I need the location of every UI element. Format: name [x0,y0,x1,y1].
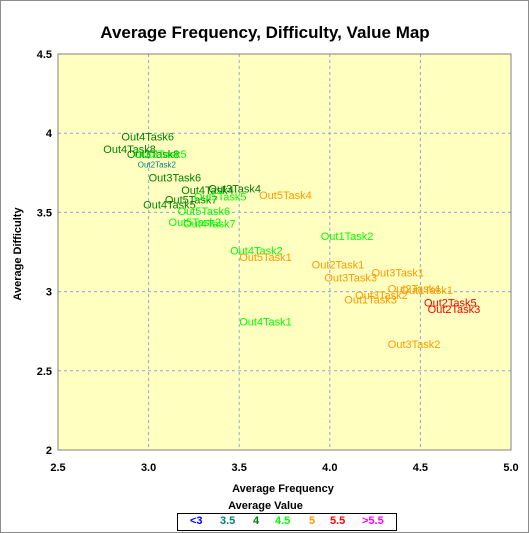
data-point-label: Out2Task4 [388,283,441,295]
data-point-label: Out3Task5 [134,149,187,161]
data-point-label: Out2Task3 [428,304,481,316]
data-point-label: Out1Task2 [321,231,374,243]
data-point-label: Out4Task1 [239,317,292,329]
data-point-label: Out4Task8 [103,144,156,156]
y-tick-label: 2.5 [37,366,52,378]
plot-area [58,54,511,450]
legend-item-4: 4 [253,515,260,527]
data-point-label: Out3Task1 [371,268,424,280]
data-point-label: Out2Task5 [424,298,477,310]
data-point-label: Out5Task7 [165,195,218,207]
data-point-label: Out2Task1 [312,260,365,272]
y-tick-label: 2 [46,445,52,457]
data-point-label: Out5Task1 [239,252,292,264]
data-point-label: Out3Task2 [355,290,408,302]
data-point-label: Out5Task6 [178,206,231,218]
data-point-label: Out3Task3 [324,272,377,284]
x-tick-label: 5.0 [503,462,518,474]
plot-border [57,53,512,451]
data-point-label: Out1Task1 [400,285,453,297]
y-tick-label: 4.5 [37,49,52,61]
x-tick-label: 3.0 [141,462,156,474]
x-tick-label: 4.5 [413,462,428,474]
y-axis-label: Average Difficulty [12,207,24,301]
legend: <3 3.5 4 4.5 5 5.5 >5.5 [177,513,397,531]
data-point-label: Out4Task7 [183,218,236,230]
data-point-label: Out3Task2 [388,339,441,351]
data-point-label: Out3Task6 [149,173,202,185]
legend-item-5-5: 5.5 [330,515,346,527]
data-point-label: Out4Task4 [181,185,234,197]
x-tick-label: 3.5 [232,462,247,474]
legend-item-lt3: <3 [190,515,203,527]
axis-ticks: 2.5 3.0 3.5 4.0 4.5 5.0 2 2.5 3 3.5 4 4.5 [37,49,519,474]
data-point-label: Out5Task4 [259,190,312,202]
data-point-label: Out3Task4 [208,184,261,196]
legend-item-4-5: 4.5 [275,515,291,527]
legend-item-3-5: 3.5 [220,515,236,527]
data-point-label: Out5Task5 [194,192,247,204]
data-point-label: Out3Task8 [127,149,180,161]
legend-item-gt5-5: >5.5 [362,515,384,527]
data-point-label: Out4Task2 [230,245,283,257]
y-tick-label: 3.5 [37,207,52,219]
data-point-label: Out1Task3 [344,295,397,307]
data-point-label: Out4Task5 [143,199,196,211]
x-axis-label: Average Frequency [232,483,335,495]
chart-title: Average Frequency, Difficulty, Value Map [100,23,429,42]
y-tick-label: 3 [46,287,52,299]
data-point-label: Out5Task2 [169,217,222,229]
y-tick-label: 4 [46,128,53,140]
data-point-label: Out2Task2 [138,160,177,169]
legend-item-5: 5 [309,515,316,527]
x-tick-label: 4.0 [322,462,337,474]
legend-title: Average Value [228,500,303,512]
data-labels: Out4Task6Out4Task8Out3Task8Out3Task5Out2… [103,131,480,351]
data-point-label: Out4Task6 [121,131,174,143]
x-tick-label: 2.5 [50,462,65,474]
